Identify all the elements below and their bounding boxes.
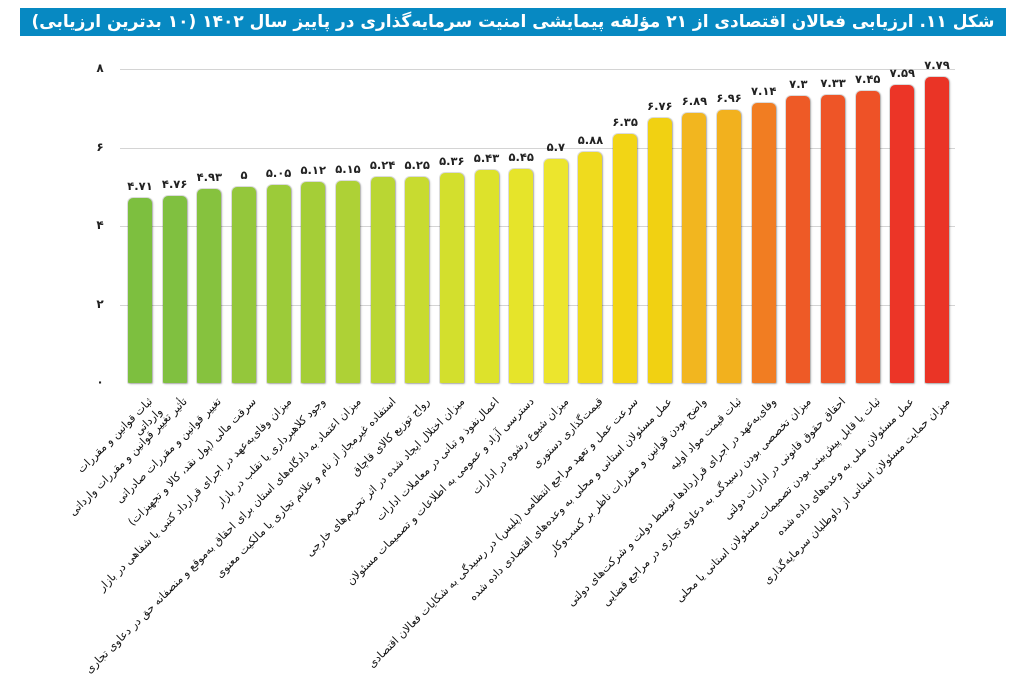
bar-value-label: ۵	[240, 167, 248, 182]
bar-value-label: ۴.۷۱	[127, 179, 153, 194]
bar	[717, 109, 742, 383]
bar-value-label: ۵.۲۵	[404, 157, 430, 172]
bar	[474, 169, 499, 383]
bar	[613, 133, 638, 383]
gridline	[120, 304, 955, 306]
bar	[128, 198, 152, 383]
bar-value-label: ۷.۳	[789, 77, 808, 92]
bar	[162, 196, 187, 383]
bar	[543, 159, 568, 383]
y-axis-tick-label: ۸	[96, 61, 104, 75]
bar	[231, 186, 256, 383]
bar-value-label: ۵.۴۵	[508, 150, 534, 165]
bar-value-label: ۷.۷۹	[924, 58, 950, 73]
bar	[439, 172, 464, 383]
bar	[266, 184, 291, 383]
bar	[301, 182, 326, 383]
bar-value-label: ۷.۳۳	[820, 76, 846, 91]
bar	[890, 85, 915, 383]
bar	[821, 95, 846, 383]
bar-value-label: ۵.۳۶	[439, 153, 465, 168]
bar-value-label: ۵.۲۴	[369, 158, 396, 173]
chart-title: شکل ۱۱. ارزیابی فعالان اقتصادی از ۲۱ مؤل…	[20, 8, 1006, 36]
bar-value-label: ۵.۴۳	[473, 150, 500, 165]
bar	[855, 90, 880, 383]
bar	[925, 77, 949, 383]
bar	[682, 112, 707, 383]
bar	[578, 152, 603, 383]
bar-value-label: ۶.۷۶	[647, 98, 673, 113]
gridline	[120, 69, 955, 70]
bar	[335, 180, 360, 383]
bar-value-label: ۴.۷۶	[161, 177, 188, 192]
bar-value-label: ۵.۷	[546, 140, 566, 155]
bar-value-label: ۵.۱۲	[300, 163, 326, 178]
bar	[370, 177, 395, 383]
y-axis-tick-label: ۰	[96, 375, 104, 389]
bar	[405, 176, 430, 383]
bar-value-label: ۴.۹۳	[196, 170, 223, 185]
bar	[786, 96, 811, 383]
bar-value-label: ۷.۱۴	[751, 83, 777, 98]
bar-value-label: ۶.۸۹	[681, 93, 708, 108]
bar-value-label: ۵.۸۸	[577, 133, 604, 148]
bar	[197, 189, 222, 383]
bar-value-label: ۷.۴۵	[854, 71, 881, 86]
y-axis-tick-label: ۲	[96, 296, 104, 311]
gridline	[120, 226, 955, 227]
bar-value-label: ۵.۱۵	[335, 161, 361, 176]
bar	[509, 169, 534, 383]
y-axis-tick-label: ۶	[96, 139, 104, 154]
gridline	[120, 147, 955, 149]
bar	[647, 117, 672, 383]
y-axis-tick-label: ۴	[96, 218, 104, 232]
bar-value-label: ۶.۳۵	[612, 114, 638, 129]
bar-value-label: ۵.۰۵	[265, 165, 292, 180]
bar	[751, 102, 776, 383]
bar-value-label: ۷.۵۹	[889, 66, 916, 81]
bar-value-label: ۶.۹۶	[716, 90, 742, 105]
